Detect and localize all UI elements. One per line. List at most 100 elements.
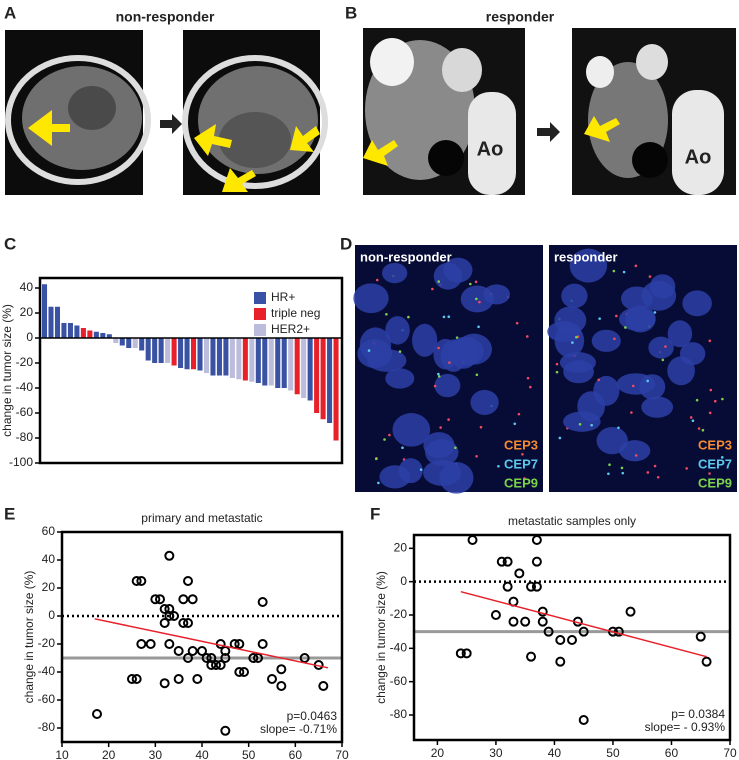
bar bbox=[255, 338, 261, 383]
legend-label: HER2+ bbox=[271, 322, 310, 336]
probe-dot bbox=[721, 397, 724, 401]
probe-dot bbox=[653, 464, 657, 468]
probe-dot bbox=[433, 384, 437, 388]
annotation: slope= -0.71% bbox=[260, 722, 337, 736]
trend-line bbox=[94, 618, 329, 669]
bar bbox=[236, 338, 242, 380]
data-point bbox=[276, 681, 287, 691]
probe-dot bbox=[634, 264, 638, 268]
data-point bbox=[187, 646, 198, 656]
nuclei bbox=[353, 248, 724, 494]
data-point bbox=[234, 639, 245, 649]
data-point bbox=[239, 667, 249, 677]
y-tick-label: -80 bbox=[38, 720, 56, 734]
probe-dot bbox=[648, 275, 652, 278]
probe-dot bbox=[558, 436, 562, 440]
data-point bbox=[520, 616, 531, 627]
image-label: Ao bbox=[477, 138, 504, 160]
y-tick-label: 20 bbox=[394, 541, 408, 555]
nucleus bbox=[618, 307, 656, 331]
probe-dot bbox=[631, 384, 635, 388]
bar bbox=[61, 323, 67, 338]
y-tick-label: 40 bbox=[42, 552, 56, 566]
data-point bbox=[155, 594, 165, 605]
data-point bbox=[206, 660, 217, 670]
arrow bbox=[537, 122, 560, 142]
data-point bbox=[578, 715, 589, 725]
probe-dot bbox=[598, 317, 601, 320]
probe-dot bbox=[419, 468, 423, 471]
probe-dot bbox=[590, 423, 593, 427]
plot-frame bbox=[60, 530, 344, 744]
annotation: p=0.0463 bbox=[287, 709, 338, 723]
data-point bbox=[178, 594, 189, 605]
bar bbox=[106, 334, 112, 338]
probe-dot bbox=[701, 428, 705, 432]
probe-dot bbox=[555, 370, 559, 374]
bar bbox=[132, 338, 138, 348]
probe-dot bbox=[621, 471, 625, 475]
bar bbox=[191, 338, 197, 370]
x-tick-label: 30 bbox=[149, 748, 163, 760]
y-axis-label: change in tumor size (%) bbox=[374, 571, 388, 704]
probe-dot bbox=[615, 314, 618, 318]
probe-dot bbox=[708, 339, 712, 343]
nucleus bbox=[385, 368, 415, 389]
probe-label: CEP9 bbox=[504, 475, 538, 490]
nucleus bbox=[639, 374, 666, 400]
data-point bbox=[318, 681, 329, 691]
nucleus bbox=[679, 342, 706, 366]
probe-dot bbox=[474, 280, 478, 284]
data-point bbox=[211, 660, 221, 670]
panel-title: responder bbox=[486, 9, 555, 25]
data-point bbox=[526, 651, 537, 662]
data-point bbox=[455, 648, 466, 659]
data-point bbox=[508, 616, 519, 627]
probe-dot bbox=[597, 378, 601, 382]
data-point bbox=[136, 639, 147, 649]
bar bbox=[301, 338, 307, 398]
legend-label: HR+ bbox=[271, 290, 295, 304]
bar bbox=[275, 338, 281, 388]
probe-dot bbox=[526, 376, 530, 380]
bar bbox=[184, 338, 190, 370]
annotation: p= 0.0384 bbox=[671, 707, 725, 721]
data-point bbox=[187, 594, 198, 605]
probe-dot bbox=[385, 312, 388, 316]
nucleus bbox=[682, 290, 712, 317]
probe-dot bbox=[437, 372, 440, 376]
nucleus bbox=[455, 333, 492, 365]
probe-label: CEP9 bbox=[698, 475, 732, 490]
bar bbox=[54, 306, 61, 338]
y-tick-label: -20 bbox=[38, 636, 56, 650]
legend-swatch bbox=[254, 292, 266, 304]
nucleus bbox=[554, 306, 587, 334]
y-tick-label: 20 bbox=[42, 580, 56, 594]
probe-dot bbox=[515, 321, 519, 325]
bar bbox=[268, 338, 274, 386]
probe-dot bbox=[634, 454, 638, 457]
data-point bbox=[215, 660, 226, 670]
probe-dot bbox=[713, 399, 717, 403]
y-tick-label: -60 bbox=[16, 405, 34, 419]
bar bbox=[145, 338, 151, 361]
panel-label: F bbox=[370, 504, 380, 523]
probe-dot bbox=[383, 438, 386, 441]
data-point bbox=[496, 556, 507, 567]
nucleus bbox=[563, 411, 601, 432]
x-tick-label: 20 bbox=[102, 748, 116, 760]
x-tick-label: 70 bbox=[335, 748, 349, 760]
ct-image bbox=[5, 30, 151, 195]
data-point bbox=[131, 576, 142, 586]
data-point bbox=[220, 725, 231, 736]
x-tick-label: 60 bbox=[289, 748, 303, 760]
data-point bbox=[253, 653, 263, 663]
probe-dot bbox=[612, 269, 616, 273]
bar bbox=[249, 338, 255, 382]
nucleus bbox=[593, 375, 620, 406]
bar bbox=[203, 338, 210, 373]
data-point bbox=[164, 550, 175, 561]
data-point bbox=[173, 674, 184, 684]
y-tick-label: -60 bbox=[390, 674, 408, 688]
x-tick-label: 50 bbox=[606, 746, 620, 760]
